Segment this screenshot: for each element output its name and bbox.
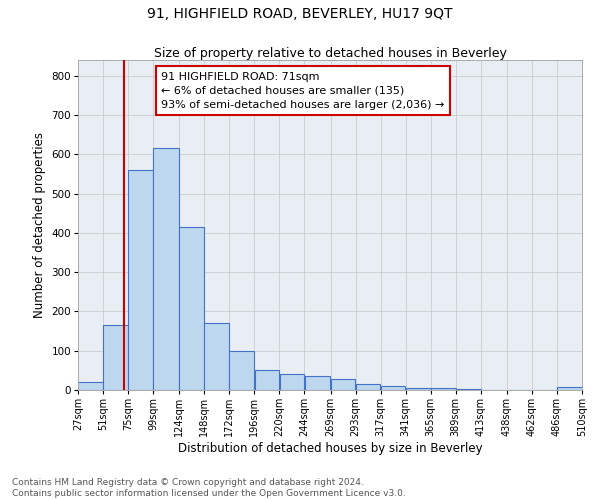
Title: Size of property relative to detached houses in Beverley: Size of property relative to detached ho… — [154, 47, 506, 60]
Text: 91, HIGHFIELD ROAD, BEVERLEY, HU17 9QT: 91, HIGHFIELD ROAD, BEVERLEY, HU17 9QT — [147, 8, 453, 22]
Bar — [356, 384, 380, 390]
Bar — [406, 388, 431, 390]
Bar — [381, 386, 406, 390]
Bar — [331, 379, 355, 390]
Bar — [128, 170, 153, 390]
Bar — [205, 323, 229, 390]
Bar — [280, 374, 304, 390]
Bar — [254, 370, 279, 390]
Bar — [103, 325, 128, 390]
Bar — [78, 382, 103, 390]
X-axis label: Distribution of detached houses by size in Beverley: Distribution of detached houses by size … — [178, 442, 482, 455]
Bar — [179, 227, 204, 390]
Bar — [557, 387, 582, 390]
Bar — [431, 388, 455, 390]
Bar — [153, 148, 179, 390]
Bar — [305, 376, 331, 390]
Bar — [456, 389, 481, 390]
Text: Contains HM Land Registry data © Crown copyright and database right 2024.
Contai: Contains HM Land Registry data © Crown c… — [12, 478, 406, 498]
Bar — [229, 350, 254, 390]
Y-axis label: Number of detached properties: Number of detached properties — [33, 132, 46, 318]
Text: 91 HIGHFIELD ROAD: 71sqm
← 6% of detached houses are smaller (135)
93% of semi-d: 91 HIGHFIELD ROAD: 71sqm ← 6% of detache… — [161, 72, 445, 110]
